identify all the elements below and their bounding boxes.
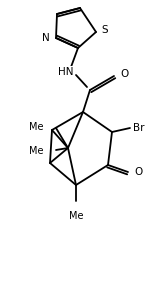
Text: Me: Me <box>69 211 83 221</box>
Text: N: N <box>42 33 50 43</box>
Text: S: S <box>101 25 108 35</box>
Text: Br: Br <box>133 123 144 133</box>
Text: Me: Me <box>29 146 44 156</box>
Text: O: O <box>120 69 128 79</box>
Text: O: O <box>134 167 142 177</box>
Text: Me: Me <box>29 122 44 132</box>
Text: HN: HN <box>58 67 74 77</box>
